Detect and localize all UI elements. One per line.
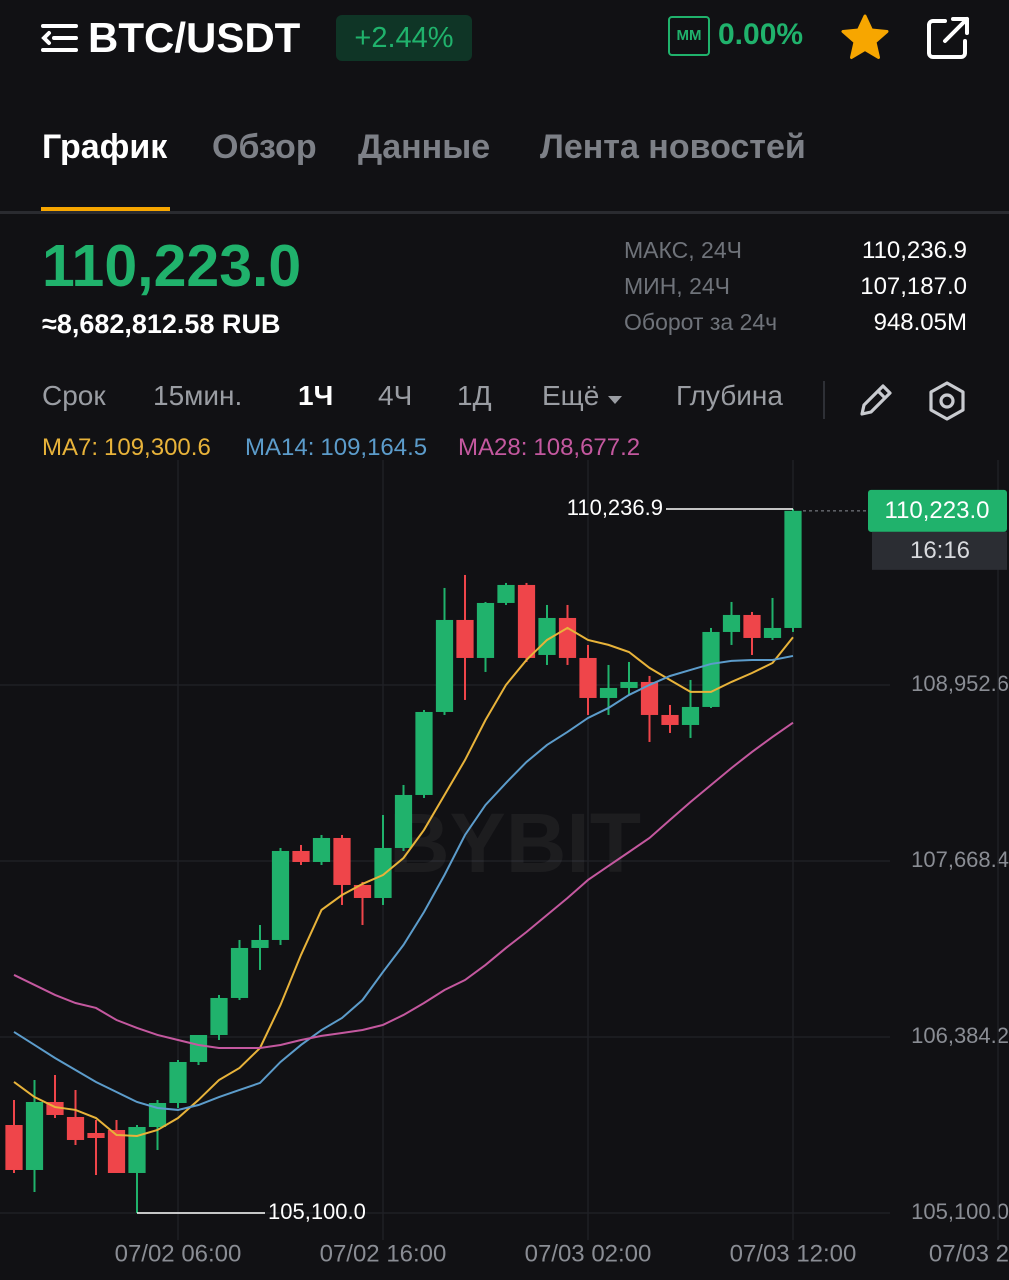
- settings-icon[interactable]: [926, 380, 968, 422]
- candle-body: [415, 711, 433, 795]
- mm-value: 0.00%: [718, 18, 804, 51]
- candle-body: [784, 510, 802, 628]
- depth-option[interactable]: Глубина: [676, 380, 783, 411]
- candle-body: [743, 614, 761, 638]
- candle-body: [558, 617, 577, 658]
- tab[interactable]: График: [42, 128, 168, 166]
- interval-option[interactable]: 1Д: [457, 380, 492, 411]
- stat-value: 110,236.9: [862, 237, 967, 264]
- candle-body: [517, 584, 536, 658]
- ma-name: MA7:: [42, 434, 99, 461]
- fiat-price: ≈8,682,812.58 RUB: [42, 309, 281, 339]
- pair-title: BTC/USDT: [88, 14, 301, 61]
- countdown-label: 16:16: [910, 537, 970, 564]
- ma-line: [13, 654, 794, 1111]
- interval-option[interactable]: 4Ч: [378, 380, 413, 411]
- candle-body: [230, 947, 249, 998]
- tab[interactable]: Обзор: [212, 128, 317, 166]
- interval-more[interactable]: Ещё: [542, 380, 600, 411]
- candle-body: [640, 681, 659, 715]
- ma-name: MA14:: [245, 434, 315, 461]
- candle-body: [66, 1116, 85, 1140]
- stat-label: МИН, 24Ч: [624, 273, 730, 299]
- stat-value: 107,187.0: [860, 273, 967, 300]
- candle-body: [210, 997, 228, 1035]
- candle-body: [251, 939, 269, 948]
- candle-body: [579, 657, 597, 698]
- last-price: 110,223.0: [42, 233, 302, 299]
- stat-label: МАКС, 24Ч: [624, 237, 742, 263]
- candle-body: [476, 602, 495, 658]
- separator: [823, 381, 825, 419]
- y-tick-label: 108,952.6: [911, 671, 1009, 696]
- interval-option[interactable]: 1Ч: [298, 380, 334, 411]
- candle-body: [374, 847, 392, 898]
- favorite-star[interactable]: [840, 13, 890, 61]
- ma-legend: MA14: 109,164.5: [245, 434, 427, 462]
- candle-body: [722, 614, 741, 632]
- external-link-icon[interactable]: [925, 15, 971, 61]
- candle-body: [189, 1034, 208, 1062]
- candle-body: [456, 619, 474, 658]
- candle-body: [702, 631, 720, 707]
- y-tick-label: 105,100.0: [911, 1199, 1009, 1224]
- candle-body: [107, 1129, 126, 1173]
- candle-body: [620, 681, 638, 688]
- y-tick-label: 106,384.2: [911, 1023, 1009, 1048]
- x-tick-label: 07/02 06:00: [115, 1240, 242, 1267]
- ma-line: [13, 721, 794, 1049]
- dropdown-arrow: [608, 396, 622, 404]
- ma-legend: MA28: 108,677.2: [458, 434, 640, 462]
- candle-body: [435, 619, 454, 712]
- x-tick-label: 07/03 12:00: [730, 1240, 857, 1267]
- candle-body: [497, 584, 515, 603]
- divider: [0, 211, 1009, 214]
- ma-value: 109,300.6: [104, 434, 211, 461]
- candle-body: [87, 1132, 105, 1139]
- candle-body: [169, 1061, 187, 1103]
- ma-value: 109,164.5: [320, 434, 428, 461]
- mm-badge[interactable]: ММ: [668, 16, 710, 56]
- ma-name: MA28:: [458, 434, 528, 461]
- menu-icon[interactable]: [40, 20, 80, 56]
- candle-body: [661, 714, 679, 725]
- interval-label: Срок: [42, 380, 106, 411]
- ma-legend: MA7: 109,300.6: [42, 434, 211, 462]
- tab-underline: [41, 207, 170, 211]
- candle-body: [599, 687, 618, 698]
- x-tick-label: 07/02 16:00: [320, 1240, 447, 1267]
- candle-body: [394, 794, 413, 848]
- interval-option[interactable]: 15мин.: [153, 380, 243, 411]
- candle-body: [538, 617, 556, 655]
- x-tick-label: 07/03 2: [929, 1240, 1009, 1267]
- low-marker-label: 105,100.0: [268, 1199, 366, 1224]
- stat-label: Оборот за 24ч: [624, 309, 778, 335]
- candle-body: [333, 837, 351, 885]
- ma-line: [13, 626, 794, 1137]
- candle-body: [353, 884, 372, 898]
- tab[interactable]: Лента новостей: [540, 128, 806, 166]
- ma-value: 108,677.2: [533, 434, 641, 461]
- candle-body: [128, 1126, 146, 1173]
- watermark: BYBIT: [389, 796, 641, 890]
- candle-body: [292, 850, 310, 862]
- last-price-badge: [868, 489, 1007, 532]
- y-tick-label: 107,668.4: [911, 847, 1009, 872]
- candle-body: [681, 706, 700, 725]
- countdown-badge: [872, 531, 1007, 570]
- candle-body: [271, 850, 290, 940]
- high-marker-label: 110,236.9: [567, 495, 663, 520]
- candle-body: [312, 837, 331, 862]
- candle-body: [5, 1124, 23, 1170]
- candle-body: [763, 627, 782, 638]
- draw-tool-icon[interactable]: [856, 380, 896, 420]
- last-price-label: 110,223.0: [885, 497, 990, 524]
- tab[interactable]: Данные: [358, 128, 491, 166]
- x-tick-label: 07/03 02:00: [525, 1240, 652, 1267]
- candle-body: [25, 1101, 44, 1170]
- change-badge: +2.44%: [336, 15, 472, 61]
- stat-value: 948.05M: [873, 309, 967, 336]
